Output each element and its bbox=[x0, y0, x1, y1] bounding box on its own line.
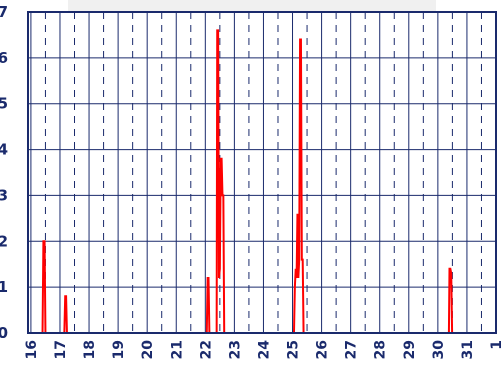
x-tick-label: 24 bbox=[256, 340, 272, 360]
x-tick-label: 25 bbox=[286, 340, 302, 359]
x-tick-label: 22 bbox=[198, 340, 214, 359]
x-tick-label: 27 bbox=[344, 340, 360, 359]
grid bbox=[28, 11, 496, 334]
y-tick-label: 6 bbox=[0, 49, 8, 67]
x-tick-label: 30 bbox=[431, 340, 447, 360]
y-tick-label: 4 bbox=[0, 141, 8, 159]
x-axis: 16 17 18 19 20 21 22 23 24 25 26 27 28 29 30 31 1 bbox=[24, 340, 501, 360]
y-tick-label: 0 bbox=[0, 324, 8, 342]
legend-box bbox=[68, 0, 436, 11]
x-tick-label: 21 bbox=[169, 340, 185, 359]
x-tick-label: 16 bbox=[24, 340, 40, 359]
x-tick-label: 31 bbox=[460, 340, 476, 359]
x-tick-label: 29 bbox=[402, 340, 418, 359]
y-tick-label: 5 bbox=[0, 95, 8, 113]
y-tick-label: 3 bbox=[0, 186, 8, 204]
x-tick-label: 28 bbox=[373, 340, 389, 359]
x-tick-label: 23 bbox=[227, 340, 243, 359]
y-tick-label: 2 bbox=[0, 232, 8, 250]
y-tick-label: 7 bbox=[0, 3, 8, 21]
plot-background bbox=[28, 12, 496, 333]
x-tick-label: 20 bbox=[140, 340, 156, 360]
x-tick-label: 26 bbox=[315, 340, 331, 359]
x-tick-label: 17 bbox=[53, 340, 69, 359]
series-line-0 bbox=[41, 29, 454, 334]
y-tick-label: 1 bbox=[0, 278, 8, 296]
x-tick-label: 18 bbox=[82, 340, 98, 359]
x-tick-label: 19 bbox=[111, 340, 127, 359]
x-tick-label: 1 bbox=[489, 340, 501, 350]
y-axis: 0 1 2 3 4 5 6 7 bbox=[0, 3, 8, 342]
plot-frame bbox=[27, 11, 497, 334]
